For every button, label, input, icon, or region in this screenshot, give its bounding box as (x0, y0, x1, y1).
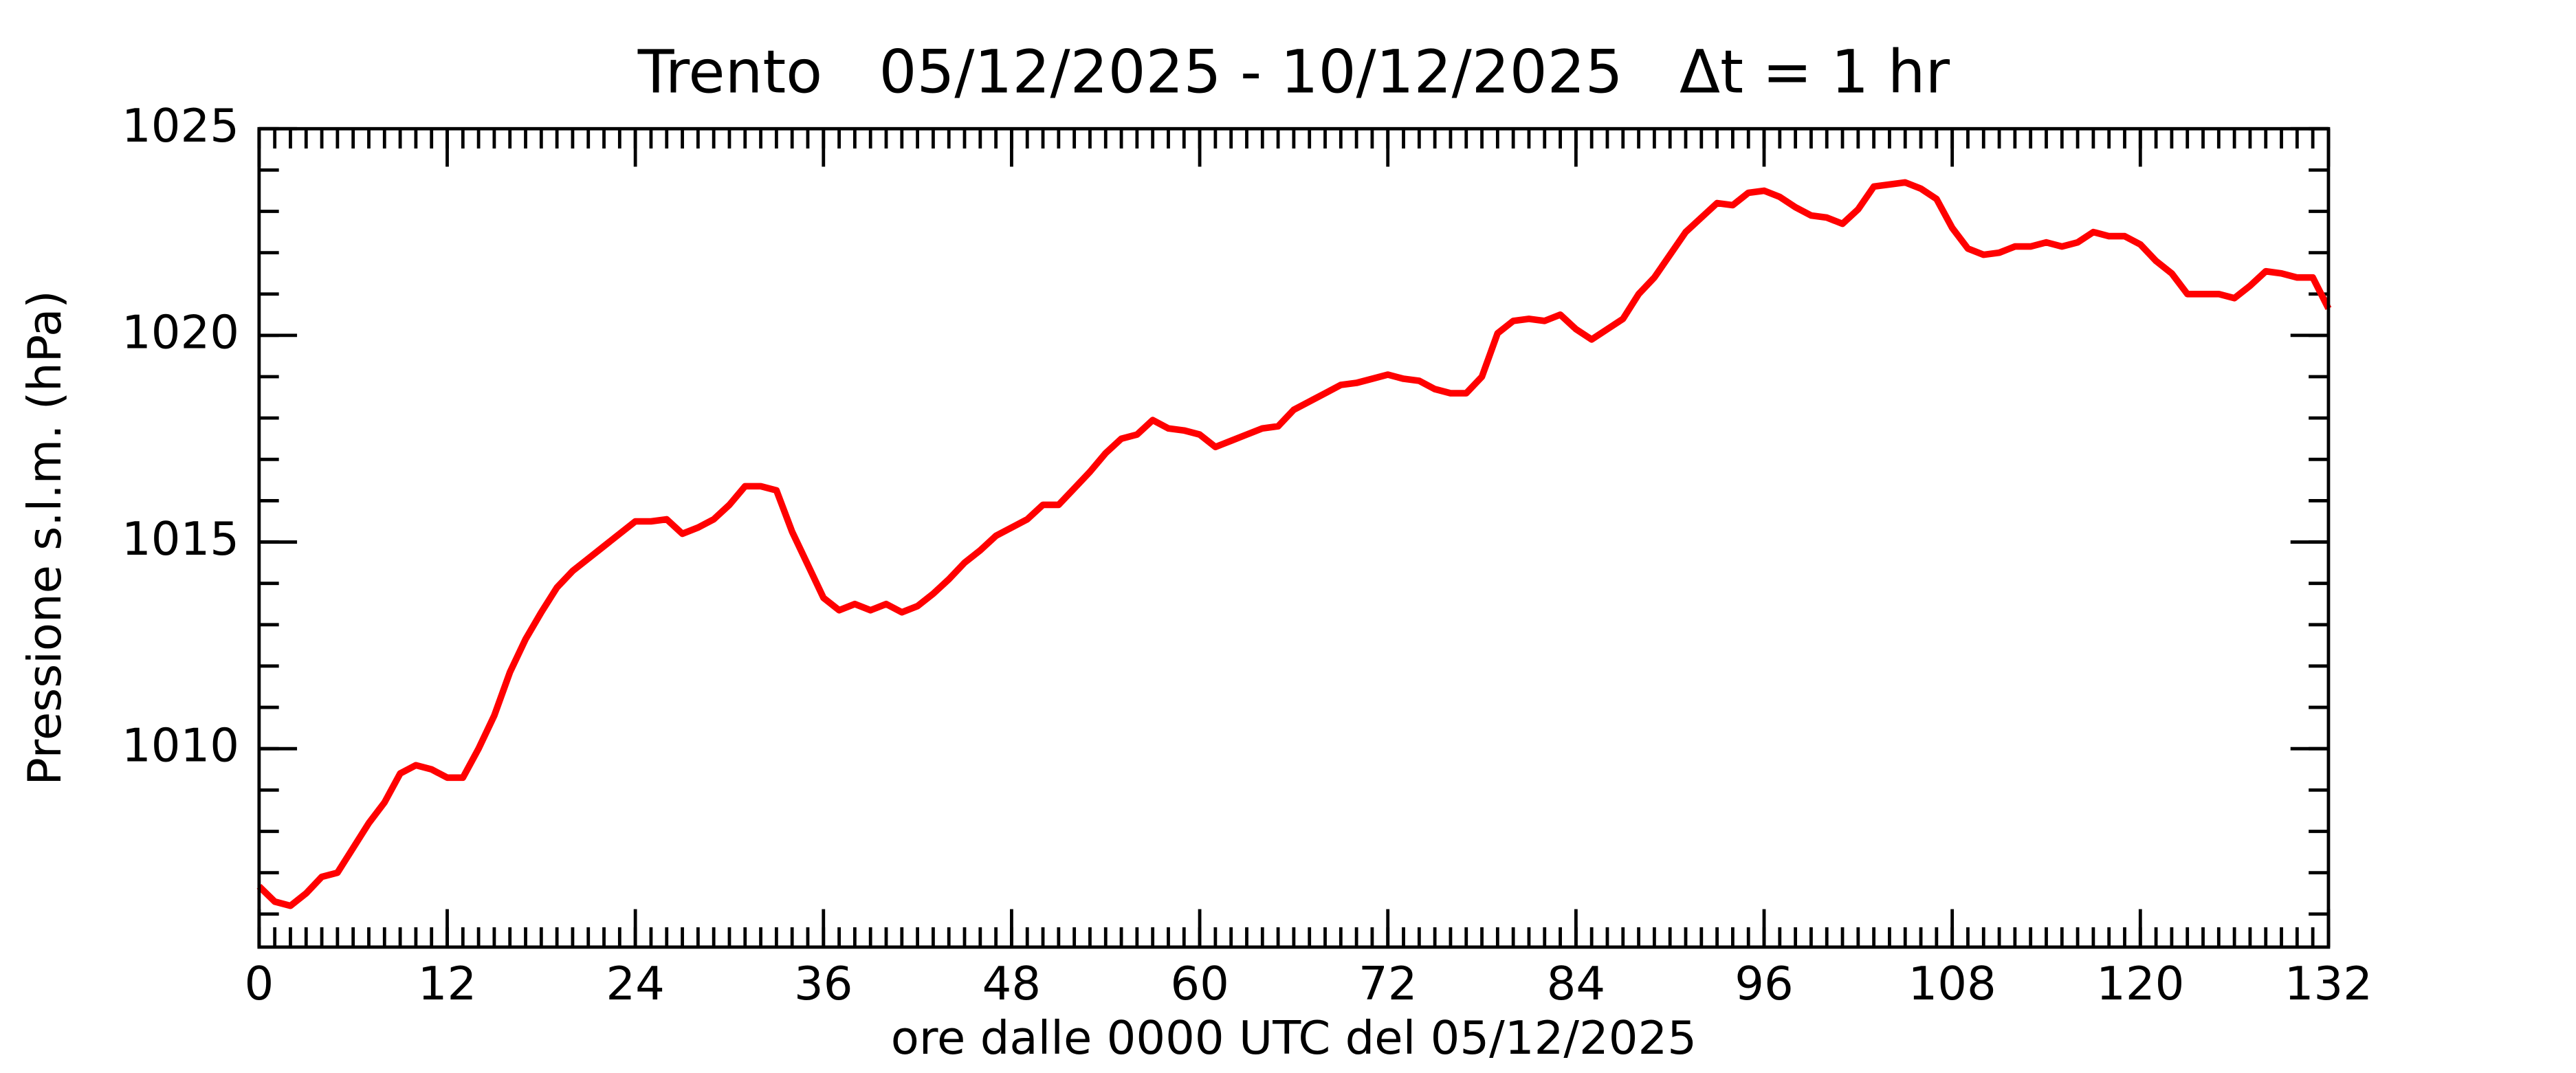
x-axis-label: ore dalle 0000 UTC del 05/12/2025 (891, 1011, 1697, 1065)
x-tick-label: 84 (1547, 957, 1606, 1010)
y-tick-label: 1025 (122, 99, 239, 153)
x-tick-label: 60 (1170, 957, 1229, 1010)
x-tick-label: 12 (418, 957, 477, 1010)
x-tick-label: 72 (1358, 957, 1418, 1010)
x-tick-label: 0 (244, 957, 274, 1010)
x-tick-label: 24 (606, 957, 665, 1010)
plot-frame (257, 126, 2331, 949)
x-tick-label: 36 (794, 957, 853, 1010)
x-tick-label: 96 (1735, 957, 1794, 1010)
y-tick-label: 1015 (122, 512, 239, 566)
x-tick-label: 48 (982, 957, 1042, 1010)
y-axis-label: Pressione s.l.m. (hPa) (18, 290, 71, 785)
x-tick-label: 120 (2096, 957, 2184, 1010)
y-tick-label: 1010 (122, 719, 239, 773)
x-tick-label: 108 (1908, 957, 1996, 1010)
pressure-line (256, 179, 2332, 909)
chart-title: Trento 05/12/2025 - 10/12/2025 Δt = 1 hr (637, 38, 1950, 107)
x-tick-label: 132 (2285, 957, 2373, 1010)
y-tick-label: 1020 (122, 305, 239, 359)
